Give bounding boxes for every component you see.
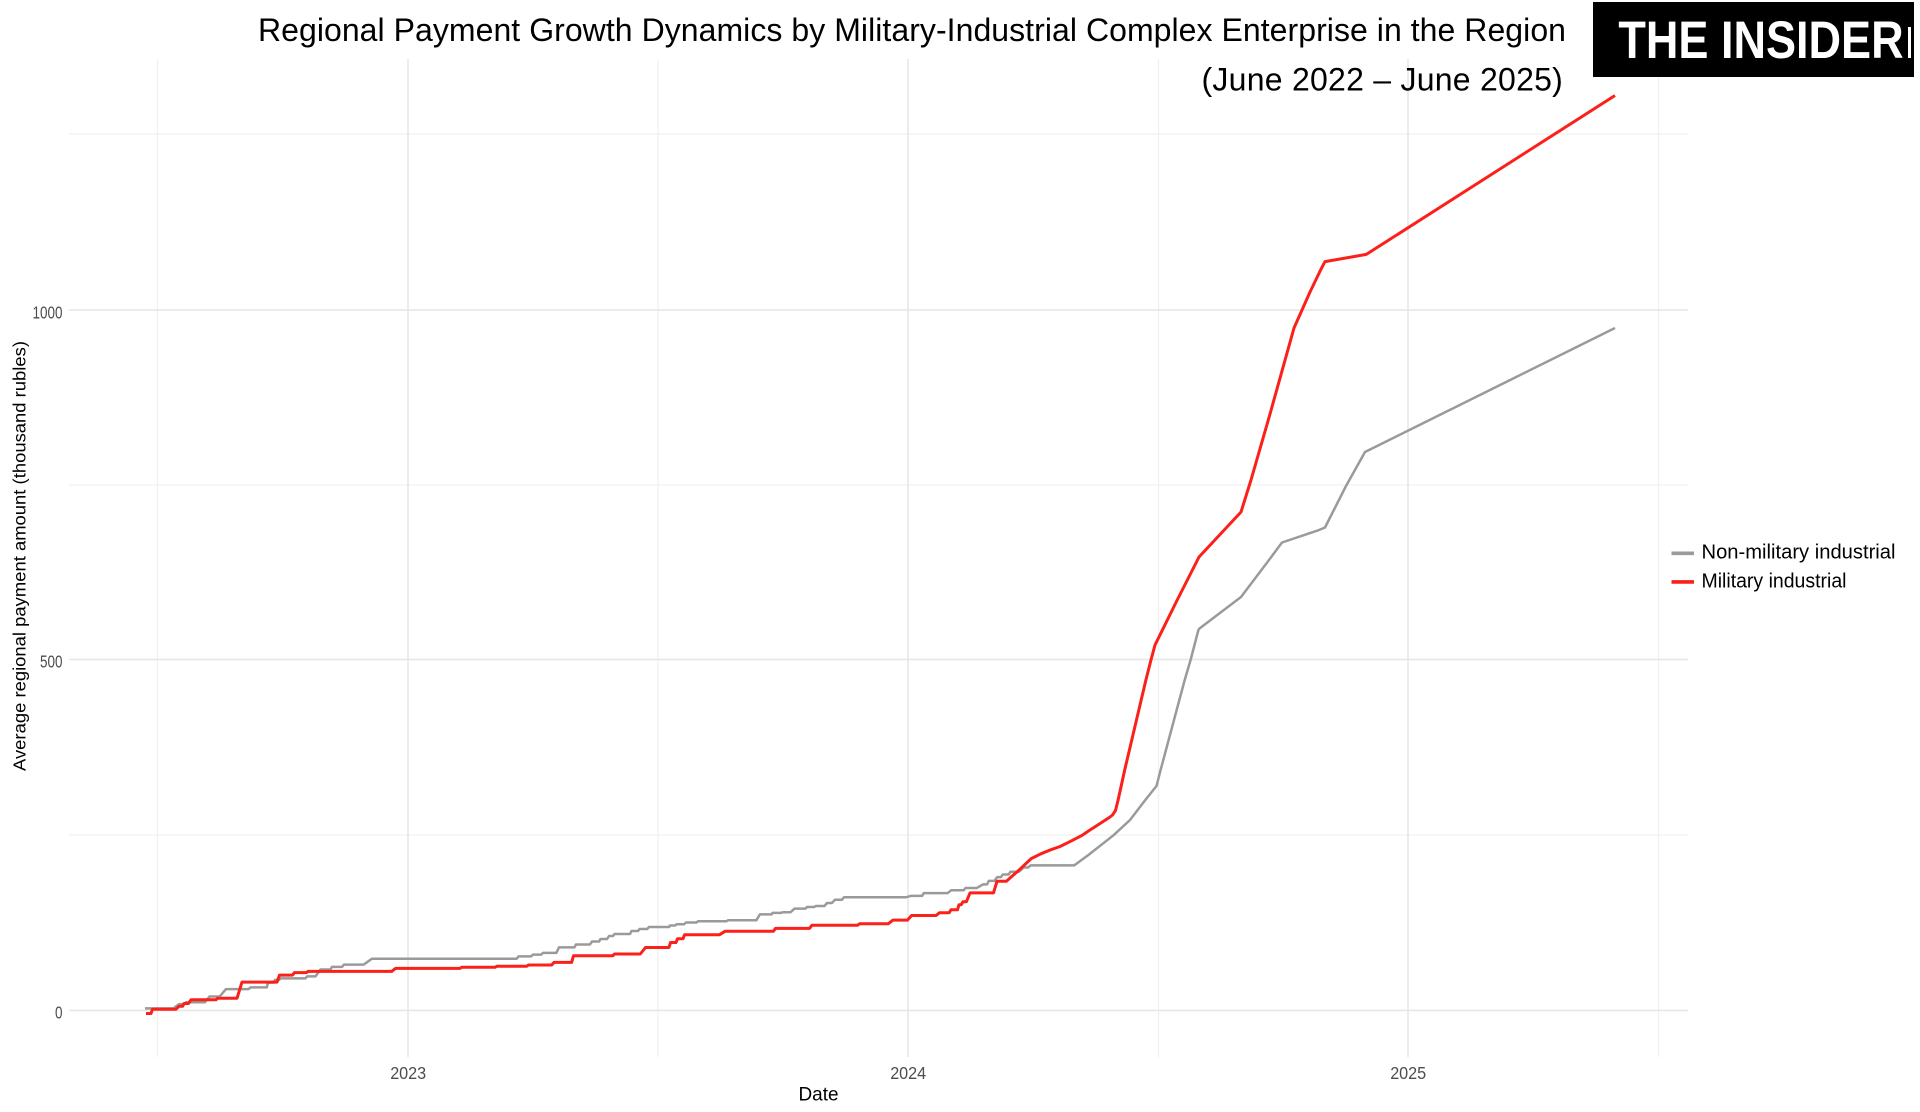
svg-text:Date: Date [799,1084,839,1106]
svg-text:(June 2022 – June 2025): (June 2022 – June 2025) [1202,62,1564,98]
svg-text:0: 0 [55,1002,63,1022]
svg-text:THE INSIDER: THE INSIDER [1618,11,1903,70]
svg-text:Military industrial: Military industrial [1702,570,1847,592]
svg-text:Average regional payment amoun: Average regional payment amount (thousan… [10,341,30,771]
svg-text:500: 500 [40,651,63,671]
svg-text:Non-military industrial: Non-military industrial [1702,542,1896,564]
svg-text:1000: 1000 [33,302,63,322]
svg-text:2024: 2024 [890,1063,926,1083]
svg-text:2023: 2023 [390,1063,426,1083]
svg-text:2025: 2025 [1390,1063,1426,1083]
svg-text:Regional Payment Growth Dynami: Regional Payment Growth Dynamics by Mili… [258,12,1566,48]
